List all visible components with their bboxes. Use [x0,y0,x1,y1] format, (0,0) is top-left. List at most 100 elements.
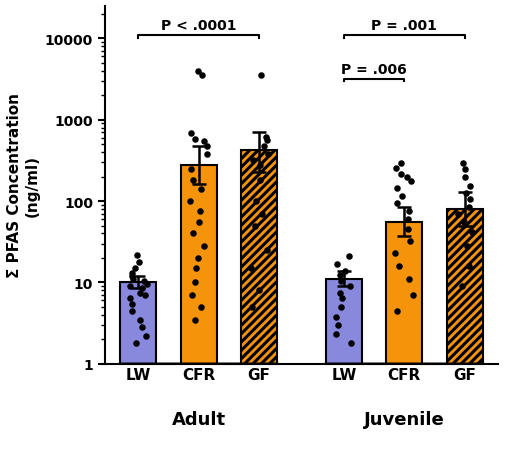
Point [262,133,270,141]
Point [346,283,354,290]
Bar [241,150,277,463]
Point [395,263,403,270]
Bar [326,280,362,463]
Point [128,270,136,277]
Point [203,143,211,150]
Point [143,281,151,288]
Point [347,339,356,347]
Point [138,324,146,332]
Point [465,263,473,270]
Point [264,151,272,158]
Point [194,255,202,262]
Point [466,196,474,204]
Point [337,304,345,311]
Point [461,166,469,174]
Point [392,165,400,172]
Point [196,304,205,311]
Point [198,73,206,80]
Point [251,198,260,205]
Point [458,283,466,290]
Point [196,208,205,215]
Point [256,162,264,169]
Point [463,243,471,250]
Point [465,204,473,211]
Point [397,171,406,178]
Point [136,289,144,297]
Point [461,175,469,182]
Point [405,208,413,215]
Point [140,277,148,285]
Point [133,251,141,259]
Point [188,292,196,299]
Point [336,271,344,279]
Point [405,216,413,223]
Point [332,313,340,320]
Point [404,226,412,233]
Point [407,178,415,186]
Point [466,182,474,190]
Point [200,138,209,146]
Y-axis label: Σ PFAS Concentration
(ng/ml): Σ PFAS Concentration (ng/ml) [7,93,39,278]
Point [462,190,470,197]
Point [340,267,348,275]
Point [200,243,208,250]
Point [454,211,462,218]
Point [393,185,401,192]
Point [191,316,199,324]
Point [334,321,342,329]
Point [248,304,257,311]
Point [189,177,197,185]
Text: P = .001: P = .001 [371,19,437,33]
Point [125,283,133,290]
Text: Juvenile: Juvenile [364,410,445,428]
Point [246,265,255,272]
Point [263,247,271,254]
Point [398,193,406,200]
Point [195,219,203,226]
Point [186,198,194,205]
Point [136,316,144,324]
Point [142,332,150,340]
Point [128,307,136,315]
Bar [446,209,483,463]
Point [203,151,211,158]
Point [128,273,136,280]
Point [409,292,417,299]
Point [135,258,143,266]
Point [468,229,476,236]
Point [129,276,137,283]
Point [126,294,134,302]
Point [187,166,195,173]
Point [260,143,268,150]
Point [193,68,201,75]
Text: P < .0001: P < .0001 [161,19,236,33]
Point [332,331,340,338]
Bar [386,223,423,463]
Bar [120,283,157,463]
Point [256,177,264,185]
Point [392,200,400,207]
Point [255,287,263,294]
Point [128,300,136,307]
Text: Adult: Adult [172,410,226,428]
Point [392,307,400,315]
Point [397,160,405,168]
Point [337,277,345,285]
Point [460,219,468,226]
Point [406,238,414,245]
Point [249,157,258,164]
Point [191,279,199,287]
Point [189,230,197,238]
Bar [181,165,217,463]
Text: P = .006: P = .006 [341,63,407,77]
Point [405,276,413,283]
Point [138,285,146,292]
Point [391,250,399,257]
Point [196,186,205,194]
Point [257,73,265,80]
Point [131,265,139,272]
Point [333,260,341,268]
Point [345,253,353,260]
Point [258,211,266,218]
Point [187,130,195,138]
